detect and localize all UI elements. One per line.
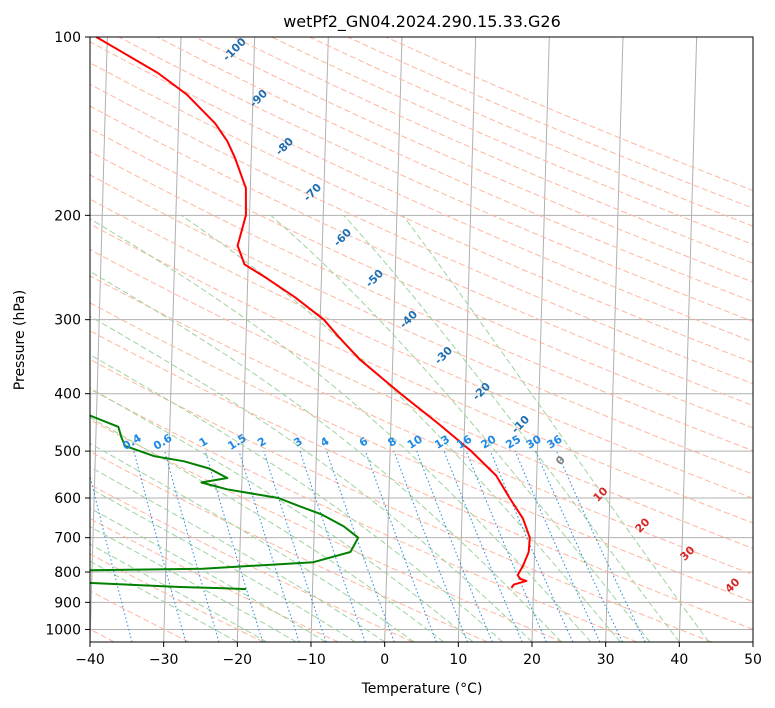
dry-adiabat-line xyxy=(90,62,753,364)
isotherm-line xyxy=(90,37,108,642)
mixing-ratio-line xyxy=(204,450,264,642)
profile-lines xyxy=(90,37,531,591)
moist-adiabat-line xyxy=(90,507,326,642)
y-tick-label: 800 xyxy=(54,565,81,581)
y-tick-label: 600 xyxy=(54,491,81,507)
moist-adiabat-line xyxy=(90,270,562,642)
x-axis-label: Temperature (°C) xyxy=(361,681,483,697)
dry-adiabat-line xyxy=(90,275,753,576)
moist-adiabat-line xyxy=(90,526,297,642)
moist-adiabat-line xyxy=(90,442,415,642)
x-tick-label: −40 xyxy=(75,652,105,668)
dry-adiabat-line xyxy=(90,198,753,499)
dry-adiabat-line xyxy=(90,127,753,429)
x-tick-label: −10 xyxy=(296,652,326,668)
isotherm-line xyxy=(678,37,698,642)
mixing-ratio-line xyxy=(164,450,220,642)
y-tick-label: 200 xyxy=(54,208,81,224)
dry-adiabat-line xyxy=(156,37,753,303)
mixing-ratio-line xyxy=(326,450,395,642)
y-tick-label: 900 xyxy=(54,595,81,611)
x-tick-label: 20 xyxy=(523,652,541,668)
moist-adiabat-line xyxy=(90,543,268,642)
y-tick-label: 700 xyxy=(54,531,81,547)
dry-adiabat-line xyxy=(90,174,753,475)
x-axis: −40 −30 −20 −10 0 10 20 30 40 50 xyxy=(75,642,762,668)
background-lines xyxy=(90,37,753,642)
y-axis: 100 200 300 400 500 600 700 800 900 1000 xyxy=(45,30,90,638)
moist-adiabat-line xyxy=(343,214,680,642)
mixing-ratio-line xyxy=(90,474,133,642)
moist-adiabat-line xyxy=(90,466,385,642)
mixing-ratio-line xyxy=(299,450,366,642)
chart-title: wetPf2_GN04.2024.290.15.33.G26 xyxy=(283,12,561,32)
mixing-ratio-line xyxy=(263,450,327,642)
dry-adiabat-line xyxy=(90,105,753,407)
dry-adiabat-line xyxy=(90,451,488,642)
dry-adiabat-line xyxy=(90,358,712,642)
mixing-ratio-line xyxy=(365,450,437,642)
x-tick-label: 30 xyxy=(597,652,615,668)
dry-adiabat-line xyxy=(90,553,264,642)
y-tick-label: 500 xyxy=(54,444,81,460)
dry-adiabat-line xyxy=(118,37,753,323)
dry-adiabat-line xyxy=(90,223,753,524)
mixing-ratio-line xyxy=(133,450,187,642)
isotherm-line xyxy=(605,37,624,642)
mixing-ratio-line xyxy=(238,450,300,642)
moist-adiabat-line xyxy=(90,315,533,642)
moist-adiabat-line xyxy=(90,387,474,642)
moist-adiabat-line xyxy=(270,214,651,642)
isotherm-line xyxy=(457,37,477,642)
x-tick-label: 40 xyxy=(670,652,688,668)
y-tick-label: 400 xyxy=(54,387,81,403)
dry-adiabat-line xyxy=(90,302,753,603)
x-tick-label: −20 xyxy=(223,652,253,668)
plot-frame xyxy=(89,36,754,643)
x-tick-label: 50 xyxy=(744,652,762,668)
y-tick-label: 300 xyxy=(54,313,81,329)
mixing-ratio-line xyxy=(443,450,523,642)
temperature-profile xyxy=(95,37,531,589)
dry-adiabat-line xyxy=(90,388,638,642)
isotherm-line xyxy=(384,37,403,642)
moist-adiabat-line xyxy=(90,487,356,642)
isotherm-line xyxy=(236,37,256,642)
dry-adiabat-line xyxy=(90,330,753,630)
x-tick-label: −30 xyxy=(149,652,179,668)
mixing-ratio-line xyxy=(416,450,493,642)
y-axis-label: Pressure (hPa) xyxy=(12,290,28,390)
dewpoint-profile xyxy=(90,414,360,591)
x-tick-label: 0 xyxy=(380,652,389,668)
y-tick-label: 1000 xyxy=(45,622,81,638)
y-tick-label: 100 xyxy=(54,30,81,46)
moist-adiabat-line xyxy=(90,560,238,642)
moist-adiabat-line xyxy=(90,416,444,642)
isotherm-line xyxy=(163,37,182,642)
x-tick-label: 10 xyxy=(449,652,467,668)
moist-adiabat-line xyxy=(90,354,503,642)
mixing-ratio-line xyxy=(465,450,547,642)
mixing-ratio-line xyxy=(393,450,468,642)
dry-adiabat-line xyxy=(90,590,190,642)
moist-adiabat-line xyxy=(402,215,710,642)
